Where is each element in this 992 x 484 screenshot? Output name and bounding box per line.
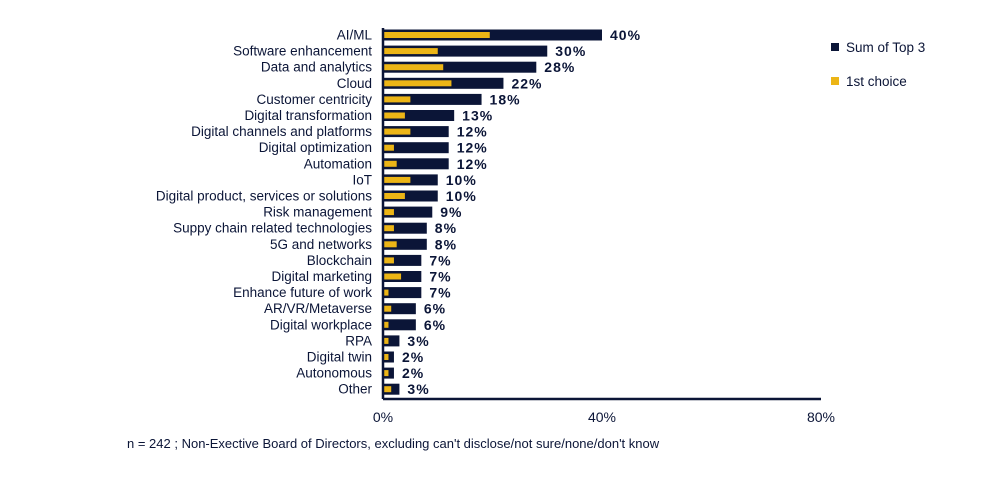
value-label: 8% — [435, 236, 457, 252]
bar-first-choice — [383, 370, 389, 377]
bar-first-choice — [383, 80, 452, 87]
value-label: 3% — [407, 333, 429, 349]
bar-first-choice — [383, 241, 397, 248]
bar-first-choice — [383, 354, 389, 360]
bar-first-choice — [383, 128, 411, 135]
value-label: 13% — [462, 108, 493, 124]
legend-label: 1st choice — [846, 74, 907, 89]
category-label: Blockchain — [307, 253, 372, 268]
bar-sum-top3 — [383, 61, 537, 73]
category-label: Automation — [304, 156, 372, 171]
value-label: 22% — [511, 75, 542, 91]
bar-sum-top3 — [383, 271, 422, 282]
value-label: 12% — [457, 156, 488, 172]
bar-first-choice — [383, 193, 405, 199]
value-label: 3% — [407, 381, 429, 397]
bar-sum-top3 — [383, 303, 416, 315]
bar-first-choice — [383, 289, 389, 296]
value-label: 6% — [424, 317, 446, 333]
bar-first-choice — [383, 176, 411, 183]
bar-sum-top3 — [383, 110, 455, 121]
bar-first-choice — [383, 160, 397, 167]
value-label: 2% — [402, 365, 424, 381]
legend-swatch — [831, 43, 839, 51]
value-label: 6% — [424, 301, 446, 317]
bar-sum-top3 — [383, 222, 427, 234]
value-label: 28% — [544, 59, 575, 75]
legend-label: Sum of Top 3 — [846, 40, 925, 55]
bar-sum-top3 — [383, 287, 422, 299]
bar-first-choice — [383, 273, 402, 280]
bar-first-choice — [383, 112, 405, 119]
bar-sum-top3 — [383, 45, 548, 57]
category-label: AI/ML — [337, 28, 373, 43]
x-tick-label: 40% — [588, 409, 616, 425]
category-label: Autonomous — [296, 366, 372, 381]
bar-first-choice — [383, 257, 394, 264]
category-label: Suppy chain related technologies — [173, 221, 372, 236]
bar-first-choice — [383, 321, 389, 328]
value-label: 10% — [446, 172, 477, 188]
category-label: Digital workplace — [270, 317, 372, 332]
value-label: 7% — [429, 285, 451, 301]
bar-sum-top3 — [383, 254, 422, 266]
category-label: AR/VR/Metaverse — [264, 301, 372, 316]
category-label: Digital product, services or solutions — [156, 189, 372, 204]
bar-first-choice — [383, 305, 392, 312]
category-label: Cloud — [337, 76, 372, 91]
bar-first-choice — [383, 64, 444, 71]
value-label: 40% — [610, 27, 641, 43]
bar-first-choice — [383, 32, 490, 38]
bar-sum-top3 — [383, 319, 416, 331]
category-label: Digital marketing — [271, 269, 372, 284]
category-label: Other — [338, 382, 372, 397]
bar-first-choice — [383, 225, 394, 232]
value-label: 8% — [435, 220, 457, 236]
category-label: Risk management — [263, 205, 372, 220]
category-label: IoT — [352, 172, 372, 187]
bar-sum-top3 — [383, 190, 438, 202]
bar-first-choice — [383, 96, 411, 103]
category-label: Data and analytics — [261, 60, 372, 75]
bar-first-choice — [383, 337, 389, 344]
value-label: 30% — [555, 43, 586, 59]
value-label: 7% — [429, 269, 451, 285]
category-label: 5G and networks — [270, 237, 372, 252]
category-label: Software enhancement — [233, 44, 372, 59]
value-label: 10% — [446, 188, 477, 204]
category-label: RPA — [345, 333, 372, 348]
bar-sum-top3 — [383, 335, 400, 347]
bar-sum-top3 — [383, 206, 433, 218]
value-label: 18% — [490, 91, 521, 107]
value-label: 9% — [440, 204, 462, 220]
bar-first-choice — [383, 144, 394, 151]
footnote: n = 242 ; Non-Exective Board of Director… — [127, 436, 660, 451]
value-label: 2% — [402, 349, 424, 365]
bar-sum-top3 — [383, 238, 427, 250]
x-tick-label: 0% — [373, 409, 393, 425]
category-label: Digital transformation — [244, 108, 372, 123]
bar-sum-top3 — [383, 126, 449, 138]
bar-sum-top3 — [383, 158, 449, 170]
bar-first-choice — [383, 386, 392, 393]
value-label: 12% — [457, 124, 488, 140]
category-label: Digital channels and platforms — [191, 124, 372, 139]
legend-swatch — [831, 77, 839, 85]
bar-sum-top3 — [383, 142, 449, 154]
value-label: 12% — [457, 140, 488, 156]
bar-first-choice — [383, 48, 438, 55]
bar-sum-top3 — [383, 29, 602, 41]
bar-sum-top3 — [383, 93, 482, 105]
value-label: 7% — [429, 252, 451, 268]
category-label: Enhance future of work — [233, 285, 372, 300]
category-label: Digital optimization — [259, 140, 372, 155]
x-tick-label: 80% — [807, 409, 835, 425]
category-label: Customer centricity — [256, 92, 372, 107]
bar-first-choice — [383, 209, 394, 216]
category-label: Digital twin — [307, 350, 372, 365]
